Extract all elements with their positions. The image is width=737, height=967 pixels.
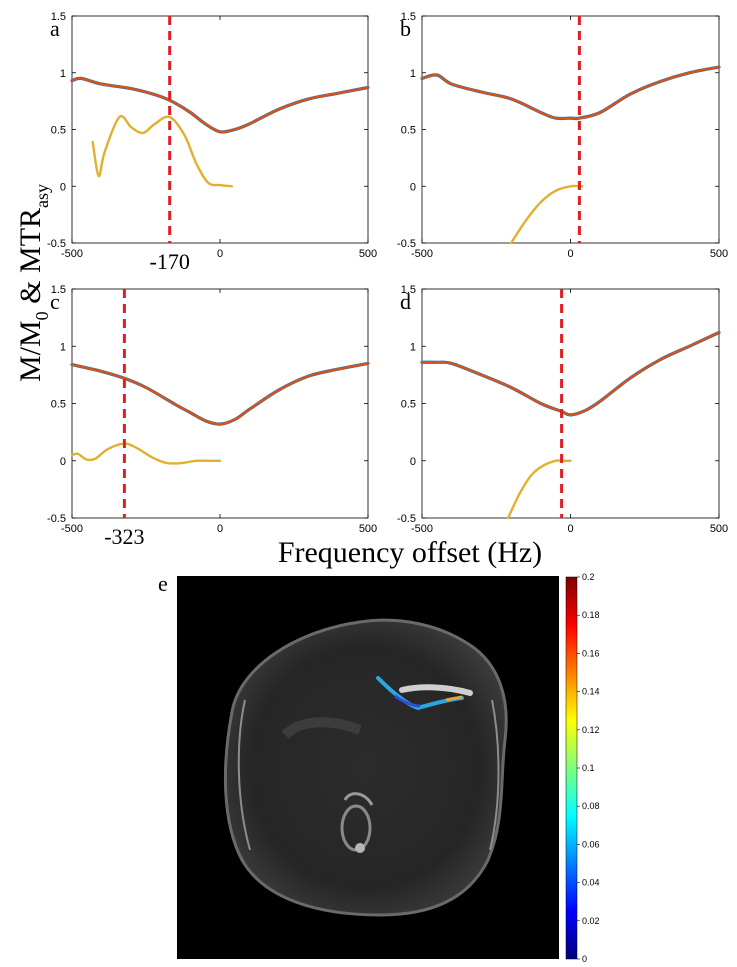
x-tick-label: -500 (411, 523, 433, 535)
posterior-structure (343, 792, 374, 806)
x-tick-label: 0 (567, 248, 573, 260)
y-tick-label: -0.5 (397, 238, 416, 250)
colorbar-tick-label: 0 (582, 954, 587, 964)
colorbar (565, 576, 578, 960)
series-m-m0-line (420, 330, 721, 417)
colorbar-tick-label: 0.16 (582, 648, 600, 658)
y-tick-label: 0.5 (401, 125, 416, 137)
panel-letter-e: e (158, 571, 168, 596)
series-mtrasy-line (70, 442, 222, 465)
y-tick-label: 1 (410, 68, 416, 80)
y-tick-label: -0.5 (47, 238, 66, 250)
axes-box (71, 288, 369, 519)
colorbar-tick-label: 0.04 (582, 878, 600, 888)
x-tick-label: 0 (217, 523, 223, 535)
colorbar-tick-label: 0.12 (582, 725, 600, 735)
y-tick-label: 0 (60, 181, 66, 193)
y-tick-label: 1.5 (51, 11, 66, 23)
panel-letter-d: d (400, 289, 411, 314)
y-tick-label: -0.5 (47, 513, 66, 525)
panel-b: -0.5 0 0.5 1 1.5 -500 0 500 b (397, 11, 728, 260)
cartilage-overlay-hot (445, 695, 463, 702)
x-tick-label: 500 (359, 248, 377, 260)
y-tick-label: 1.5 (401, 11, 416, 23)
y-tick-label: 0 (410, 456, 416, 468)
y-tick-label: 0 (60, 456, 66, 468)
axes-box (421, 15, 720, 244)
bone-marrow (281, 717, 362, 739)
y-tick-label: 0.5 (51, 125, 66, 137)
panel-letter-a: a (50, 16, 60, 41)
x-axis-label: Frequency offset (Hz) (278, 536, 542, 569)
series-mtrasy-line (506, 459, 572, 520)
x-tick-label: -500 (61, 248, 83, 260)
colorbar-ticks: 0.2 0.18 0.16 0.14 0.12 0.1 0.08 0.06 0.04 0.02 0 (577, 572, 600, 964)
panel-letter-b: b (400, 16, 411, 41)
x-tick-label: -500 (411, 248, 433, 260)
colorbar-tick-label: 0.1 (582, 763, 595, 773)
y-tick-label: 1 (60, 68, 66, 80)
series-mtrasy-line (91, 114, 233, 188)
y-tick-label: 1.5 (51, 284, 66, 296)
x-tick-label: -500 (61, 523, 83, 535)
colorbar-tick-label: 0.06 (582, 839, 600, 849)
colorbar-tick-label: 0.18 (582, 610, 600, 620)
colorbar-tick-label: 0.2 (582, 572, 595, 582)
y-tick-label: 1.5 (401, 284, 416, 296)
colorbar-tick-label: 0.08 (582, 801, 600, 811)
cartilage-overlay-core (394, 694, 421, 708)
y-tick-label: 0.5 (401, 399, 416, 411)
panel-c: -0.5 0 0.5 1 1.5 -500 0 500 c -323 (47, 284, 377, 549)
axes-box (71, 15, 369, 244)
x-tick-label: 0 (567, 523, 573, 535)
series-mtrasy-line (509, 184, 584, 245)
patella-bright (399, 684, 473, 696)
panel-e: e 0.2 0.18 0.16 0.14 0.12 0.1 0.08 0.06 0.04 0.02… (158, 571, 600, 964)
knee-cross-section (223, 618, 508, 917)
y-tick-label: 0.5 (51, 399, 66, 411)
y-tick-label: 1 (60, 341, 66, 353)
panel-d: -0.5 0 0.5 1 1.5 -500 0 500 d (397, 284, 728, 535)
x-tick-label: 500 (359, 523, 377, 535)
peak-marker-label: -170 (150, 249, 190, 274)
colorbar-tick-label: 0.02 (582, 916, 600, 926)
y-tick-label: 1 (410, 341, 416, 353)
y-axis-label: M/M0 & MTRasy (14, 184, 52, 382)
series-fit-line (420, 65, 721, 120)
x-tick-label: 500 (710, 248, 728, 260)
peak-marker-label: -323 (104, 524, 144, 549)
series-fit-line (70, 362, 370, 426)
x-tick-label: 0 (217, 248, 223, 260)
y-tick-label: 0 (410, 181, 416, 193)
colorbar-tick-label: 0.14 (582, 687, 600, 697)
x-tick-label: 500 (710, 523, 728, 535)
y-tick-label: -0.5 (397, 513, 416, 525)
series-fit-line (420, 331, 721, 417)
skin-edge-right (489, 699, 500, 851)
series-fit-line (70, 77, 370, 134)
panel-a: -0.5 0 0.5 1 1.5 -500 0 500 a -170 (47, 11, 377, 274)
vessel-dot (355, 843, 365, 853)
skin-edge-left (237, 699, 251, 851)
axes-box (421, 288, 720, 519)
series-m-m0-line (420, 65, 721, 121)
panel-letter-c: c (50, 289, 60, 314)
